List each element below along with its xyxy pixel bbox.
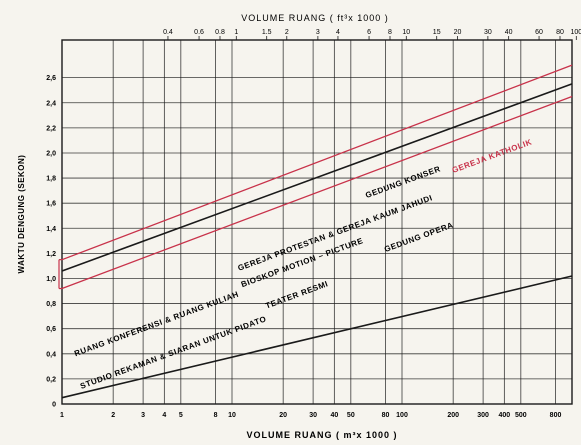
- x-bottom-tick-label: 1: [60, 412, 64, 419]
- x-bottom-tick-labels: 1 2 3 4 5 8 10 20 30 40 50 80 100 200 300 400 500 800: [60, 412, 561, 419]
- x-top-tick-label: 0.6: [194, 29, 204, 36]
- series-line-0: [61, 83, 573, 272]
- y-tick-label: 0,8: [46, 301, 56, 308]
- x-bottom-tick-label: 800: [550, 412, 562, 419]
- series-line-3: [61, 275, 573, 399]
- y-tick-labels: 0 0,2 0,4 0,6 0,8 1,0 1,2 1,4 1,6 1,8 2,0 2,2 2,4 2,6: [46, 75, 56, 408]
- x-bottom-tick-label: 300: [477, 412, 489, 419]
- y-axis-label: WAKTU DENGUNG (SEKON): [17, 155, 26, 274]
- chart-annotation: TEATER RESMI: [264, 279, 329, 310]
- x-top-tick-label: 30: [484, 29, 492, 36]
- y-tick-label: 1,0: [46, 276, 56, 283]
- x-axis-top-label: VOLUME RUANG ( ft³x 1000 ): [241, 13, 389, 23]
- plot-frame: [61, 39, 573, 405]
- y-tick-label: 1,2: [46, 251, 56, 258]
- x-bottom-tick-label: 50: [347, 412, 355, 419]
- grid: [61, 39, 572, 405]
- y-tick-label: 1,6: [46, 201, 56, 208]
- x-bottom-tick-label: 500: [515, 412, 527, 419]
- x-bottom-tick-label: 400: [499, 412, 511, 419]
- series-lines: [58, 64, 573, 399]
- x-top-tick-label: 40: [505, 29, 513, 36]
- x-bottom-tick-label: 200: [447, 412, 459, 419]
- x-bottom-tick-label: 100: [396, 412, 408, 419]
- x-top-tick-label: 0.8: [215, 29, 225, 36]
- y-tick-label: 0: [52, 402, 56, 409]
- x-top-tick-label: 0.4: [163, 29, 173, 36]
- x-bottom-tick-label: 8: [214, 412, 218, 419]
- y-tick-label: 0,4: [46, 351, 56, 358]
- y-tick-label: 2,0: [46, 150, 56, 157]
- chart-annotation: RUANG KONFERENSI & RUANG KULIAH: [73, 290, 240, 359]
- x-bottom-tick-label: 4: [162, 412, 166, 419]
- y-tick-label: 1,8: [46, 176, 56, 183]
- y-tick-label: 1,4: [46, 226, 56, 233]
- x-top-tick-label: 6: [367, 29, 371, 36]
- x-axis-bottom-label: VOLUME RUANG ( m³x 1000 ): [246, 430, 397, 440]
- x-bottom-tick-label: 10: [228, 412, 236, 419]
- y-tick-label: 2,2: [46, 125, 56, 132]
- x-top-tick-label: 100: [570, 29, 581, 36]
- x-top-tick-label: 80: [556, 29, 564, 36]
- chart-annotation: GEDUNG OPERA: [383, 220, 455, 254]
- series-line-2: [61, 95, 573, 290]
- x-top-tick-label: 1.5: [262, 29, 272, 36]
- chart-annotation: GEREJA PROTESTAN & GEREJA KAUM JAHUDI: [237, 193, 434, 273]
- x-bottom-tick-label: 5: [179, 412, 183, 419]
- plot-border: [61, 39, 573, 405]
- chart-annotation: STUDIO REKAMAN & SIARAN UNTUK PIDATO: [79, 314, 268, 391]
- y-tick-label: 2,6: [46, 75, 56, 82]
- x-bottom-tick-label: 20: [279, 412, 287, 419]
- x-top-tick-label: 8: [388, 29, 392, 36]
- x-bottom-tick-label: 30: [309, 412, 317, 419]
- y-tick-label: 2,4: [46, 100, 56, 107]
- x-top-tick-label: 10: [402, 29, 410, 36]
- x-top-tick-labels: 0.40.60.811.5234681015203040608010015025…: [163, 29, 581, 40]
- x-top-tick-label: 2: [285, 29, 289, 36]
- x-bottom-tick-label: 3: [141, 412, 145, 419]
- x-bottom-tick-label: 80: [382, 412, 390, 419]
- x-top-tick-label: 60: [535, 29, 543, 36]
- x-top-tick-label: 3: [316, 29, 320, 36]
- x-top-tick-label: 15: [433, 29, 441, 36]
- x-top-tick-label: 1: [234, 29, 238, 36]
- x-top-tick-label: 4: [336, 29, 340, 36]
- x-top-tick-label: 20: [454, 29, 462, 36]
- y-tick-label: 0,6: [46, 326, 56, 333]
- x-bottom-tick-label: 2: [111, 412, 115, 419]
- series-line-1: [61, 64, 573, 261]
- x-bottom-tick-label: 40: [330, 412, 338, 419]
- y-tick-label: 0,2: [46, 376, 56, 383]
